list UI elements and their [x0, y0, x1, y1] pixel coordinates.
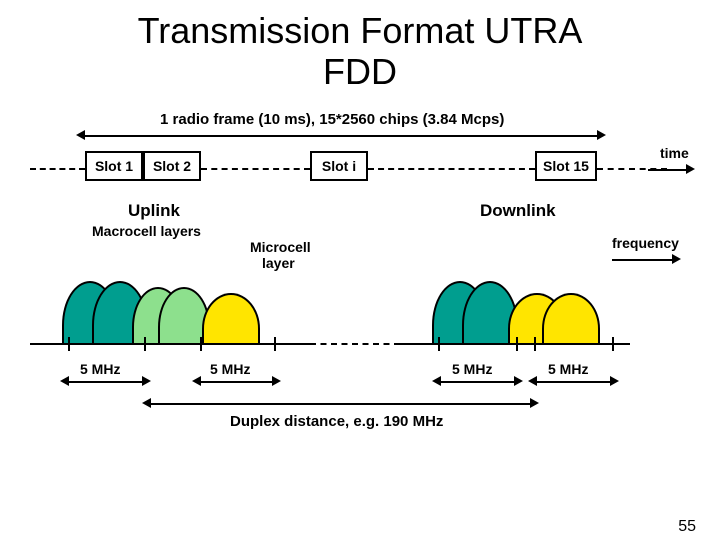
slot-15: Slot 15	[535, 151, 597, 181]
frame-arrow-left	[76, 130, 85, 140]
title-line-1: Transmission Format UTRA	[138, 10, 583, 51]
slot-row: Slot 1 Slot 2 Slot i Slot 15	[0, 151, 720, 185]
time-arrow	[648, 169, 686, 171]
time-label: time	[660, 145, 689, 161]
slot-1: Slot 1	[85, 151, 143, 181]
diagram-area: 1 radio frame (10 ms), 15*2560 chips (3.…	[0, 93, 720, 473]
dash-seg-2	[201, 168, 310, 170]
microcell-label-1: Microcell	[250, 239, 311, 255]
mhz-arrow-4	[536, 381, 610, 383]
mhz-label-1: 5 MHz	[80, 361, 120, 377]
mhz-arrow-1	[68, 381, 142, 383]
mhz-arrow-3	[440, 381, 514, 383]
tick-6	[516, 337, 518, 351]
mhz-arrow-4-l	[528, 376, 537, 386]
tick-2	[144, 337, 146, 351]
mhz-arrow-2	[200, 381, 272, 383]
mhz-arrow-3-r	[514, 376, 523, 386]
frame-label: 1 radio frame (10 ms), 15*2560 chips (3.…	[160, 111, 504, 128]
dash-seg-3	[368, 168, 535, 170]
mhz-arrow-2-l	[192, 376, 201, 386]
downlink-label: Downlink	[480, 201, 556, 221]
tick-3	[200, 337, 202, 351]
axis-gap	[310, 343, 400, 345]
axis-uplink	[30, 343, 310, 345]
tick-8	[612, 337, 614, 351]
time-arrow-head	[686, 164, 695, 174]
page-title: Transmission Format UTRA FDD	[0, 10, 720, 93]
tick-7	[534, 337, 536, 351]
duplex-arrow-l	[142, 398, 151, 408]
mhz-label-3: 5 MHz	[452, 361, 492, 377]
mhz-label-2: 5 MHz	[210, 361, 250, 377]
slot-i: Slot i	[310, 151, 368, 181]
duplex-arrow	[150, 403, 530, 405]
axis-downlink	[400, 343, 630, 345]
duplex-label: Duplex distance, e.g. 190 MHz	[230, 413, 443, 430]
tick-1	[68, 337, 70, 351]
mhz-label-4: 5 MHz	[548, 361, 588, 377]
tick-5	[438, 337, 440, 351]
page-number: 55	[678, 518, 696, 536]
duplex-arrow-r	[530, 398, 539, 408]
uplink-label: Uplink	[128, 201, 180, 221]
slot-2: Slot 2	[143, 151, 201, 181]
dash-seg-1	[30, 168, 85, 170]
mhz-arrow-2-r	[272, 376, 281, 386]
mhz-arrow-3-l	[432, 376, 441, 386]
uplink-lobe-5	[202, 293, 260, 343]
frame-arrow-right	[597, 130, 606, 140]
mhz-arrow-1-r	[142, 376, 151, 386]
frame-arrow	[85, 135, 597, 137]
macrocell-label: Macrocell layers	[92, 223, 201, 239]
spectrum-area	[0, 263, 720, 353]
frequency-label: frequency	[612, 235, 679, 251]
frequency-arrow	[612, 259, 672, 261]
title-line-2: FDD	[323, 51, 397, 92]
tick-4	[274, 337, 276, 351]
mhz-arrow-4-r	[610, 376, 619, 386]
mhz-arrow-1-l	[60, 376, 69, 386]
